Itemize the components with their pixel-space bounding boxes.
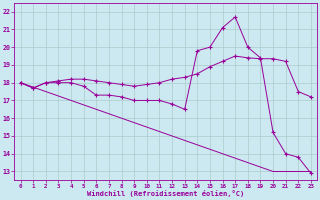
X-axis label: Windchill (Refroidissement éolien,°C): Windchill (Refroidissement éolien,°C) <box>87 190 244 197</box>
